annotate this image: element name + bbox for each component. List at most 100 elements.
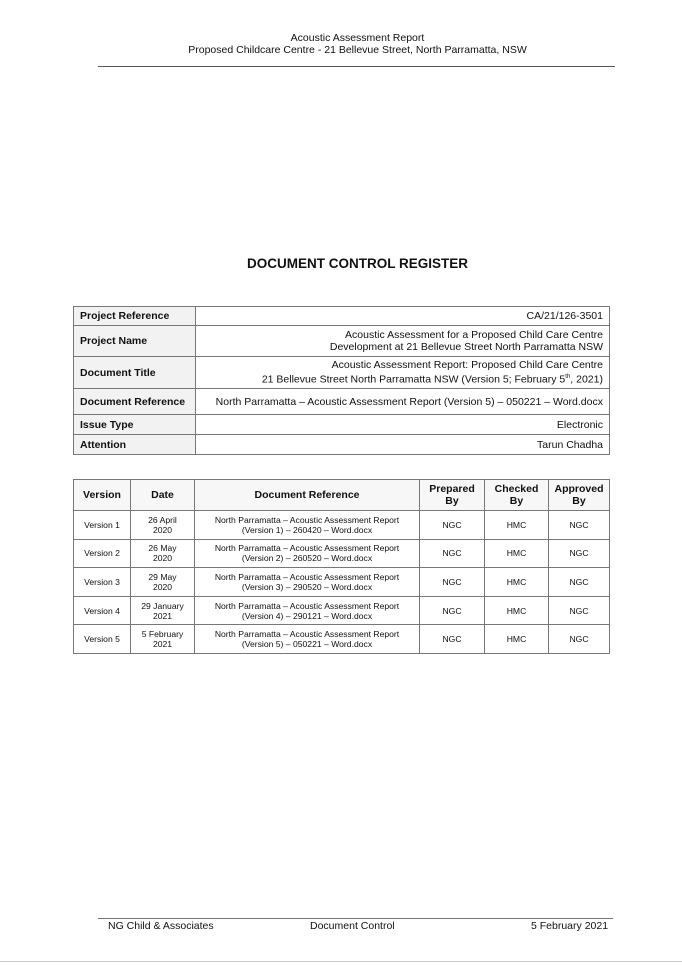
cell-text: HMC: [506, 634, 527, 645]
cell-text: Version 3: [84, 576, 120, 587]
cell-text: Version 4: [84, 605, 120, 616]
cell-text: North Parramatta – Acoustic Assessment R…: [214, 514, 400, 525]
table-cell: 26 April 2020: [130, 510, 195, 540]
cell-text: North Parramatta – Acoustic Assessment R…: [215, 395, 603, 408]
table-cell: HMC: [484, 510, 549, 540]
cell-text: 2020: [152, 581, 173, 592]
table-cell: NGC: [419, 538, 485, 569]
cell-text: North Parramatta – Acoustic Assessment R…: [214, 600, 400, 611]
table-row: Version 4 29 January 2021 North Parramatta …: [73, 595, 610, 626]
cell-text: Version 5: [84, 634, 120, 645]
cell-text: (Version 4) – 290121 – Word.docx: [241, 610, 373, 621]
cell-text: Prepared: [429, 483, 475, 495]
control-row: Document Reference North Parramatta – Aco…: [73, 388, 610, 415]
column-header: Document Reference: [194, 479, 420, 511]
cell-text: By: [445, 495, 459, 507]
cell-text: 29 January: [141, 600, 184, 611]
cell-text: Acoustic Assessment Report: Proposed Chi…: [331, 359, 603, 372]
cell-text: 5 February: [141, 629, 184, 640]
footer-rule: [98, 918, 613, 919]
table-cell: NGC: [419, 567, 485, 597]
cell-text: 2021: [152, 610, 173, 621]
cell-text: NGC: [442, 548, 462, 559]
control-value: North Parramatta – Acoustic Assessment R…: [195, 388, 610, 415]
page-title: DOCUMENT CONTROL REGISTER: [246, 256, 468, 271]
cell-text: North Parramatta – Acoustic Assessment R…: [214, 571, 400, 582]
cell-text: NGC: [569, 634, 589, 645]
table-cell: HMC: [484, 624, 549, 654]
table-cell: Version 5: [73, 624, 131, 654]
table-cell: 5 February 2021: [130, 624, 195, 654]
column-header: Checked By: [484, 479, 549, 511]
control-row: Project Reference CA/21/126-3501: [73, 306, 610, 326]
cell-text: Checked: [494, 483, 539, 495]
cell-text: Approved: [554, 483, 604, 495]
footer-date: 5 February 2021: [531, 920, 609, 932]
control-row: Issue Type Electronic: [73, 414, 610, 435]
table-cell: HMC: [484, 567, 549, 597]
cell-text: CA/21/126-3501: [526, 310, 603, 322]
table-cell: North Parramatta – Acoustic Assessment R…: [194, 510, 420, 540]
cell-text: North Parramatta – Acoustic Assessment R…: [214, 629, 400, 640]
table-cell: North Parramatta – Acoustic Assessment R…: [194, 624, 420, 654]
cell-text: NGC: [569, 576, 589, 587]
control-label: Project Reference: [73, 306, 196, 326]
cell-text: Electronic: [556, 418, 603, 431]
cell-text: 2020: [152, 524, 173, 535]
table-cell: Version 2: [73, 538, 131, 569]
table-cell: NGC: [548, 595, 610, 626]
footer-company: NG Child & Associates: [108, 920, 214, 932]
header-rule: [98, 66, 615, 67]
control-row: Attention Tarun Chadha: [73, 434, 610, 455]
table-row: Version 1 26 April 2020 North Parramatta – …: [73, 510, 610, 540]
table-cell: NGC: [548, 624, 610, 654]
cell-text: 29 May: [148, 571, 177, 582]
table-cell: NGC: [548, 567, 610, 597]
cell-text: Acoustic Assessment for a Proposed Child…: [345, 329, 603, 341]
table-cell: North Parramatta – Acoustic Assessment R…: [194, 567, 420, 597]
cell-text: HMC: [506, 548, 527, 559]
control-value: Acoustic Assessment Report: Proposed Chi…: [195, 356, 610, 389]
cell-text: Tarun Chadha: [537, 438, 603, 451]
table-cell: North Parramatta – Acoustic Assessment R…: [194, 595, 420, 626]
cell-text: NGC: [569, 519, 589, 530]
cell-text: NGC: [442, 576, 462, 587]
cell-text: HMC: [506, 576, 527, 587]
control-value: Electronic: [195, 414, 610, 435]
header-line-1: Acoustic Assessment Report: [290, 32, 425, 44]
control-label: Issue Type: [73, 414, 196, 435]
table-cell: 29 January 2021: [130, 595, 195, 626]
cell-text: (Version 2) – 260520 – Word.docx: [241, 553, 373, 564]
cell-text: (Version 5) – 050221 – Word.docx: [241, 639, 373, 650]
footer-section: Document Control: [310, 920, 395, 932]
table-cell: Version 3: [73, 567, 131, 597]
cell-text: Date: [151, 489, 174, 501]
control-value: CA/21/126-3501: [195, 306, 610, 326]
cell-text: (Version 1) – 260420 – Word.docx: [241, 524, 373, 535]
column-header: Prepared By: [419, 479, 485, 511]
document-control-table: Project Reference CA/21/126-3501 Project N…: [73, 306, 610, 455]
cell-text: NGC: [442, 605, 462, 616]
page-edge: [0, 961, 682, 962]
table-cell: North Parramatta – Acoustic Assessment R…: [194, 538, 420, 569]
cell-text: 2020: [152, 553, 173, 564]
cell-text: Version 1: [84, 519, 120, 530]
cell-text: NGC: [569, 548, 589, 559]
cell-text: Development at 21 Bellevue Street North …: [329, 341, 603, 353]
cell-text: HMC: [506, 605, 527, 616]
header-line-2: Proposed Childcare Centre - 21 Bellevue …: [188, 44, 527, 56]
table-row: Version 2 26 May 2020 North Parramatta – Ac…: [73, 538, 610, 569]
cell-text: Document Reference: [254, 489, 360, 501]
table-cell: NGC: [548, 510, 610, 540]
cell-text: Version 2: [84, 548, 120, 559]
table-cell: 29 May 2020: [130, 567, 195, 597]
table-cell: Version 4: [73, 595, 131, 626]
control-row: Project Name Acoustic Assessment for a Pr…: [73, 325, 610, 357]
cell-text: 26 May: [148, 543, 177, 554]
cell-text: HMC: [506, 519, 527, 530]
table-cell: NGC: [419, 595, 485, 626]
table-row: Version 3 29 May 2020 North Parramatta – Ac…: [73, 567, 610, 597]
table-cell: Version 1: [73, 510, 131, 540]
table-cell: HMC: [484, 538, 549, 569]
control-label: Project Name: [73, 325, 196, 357]
